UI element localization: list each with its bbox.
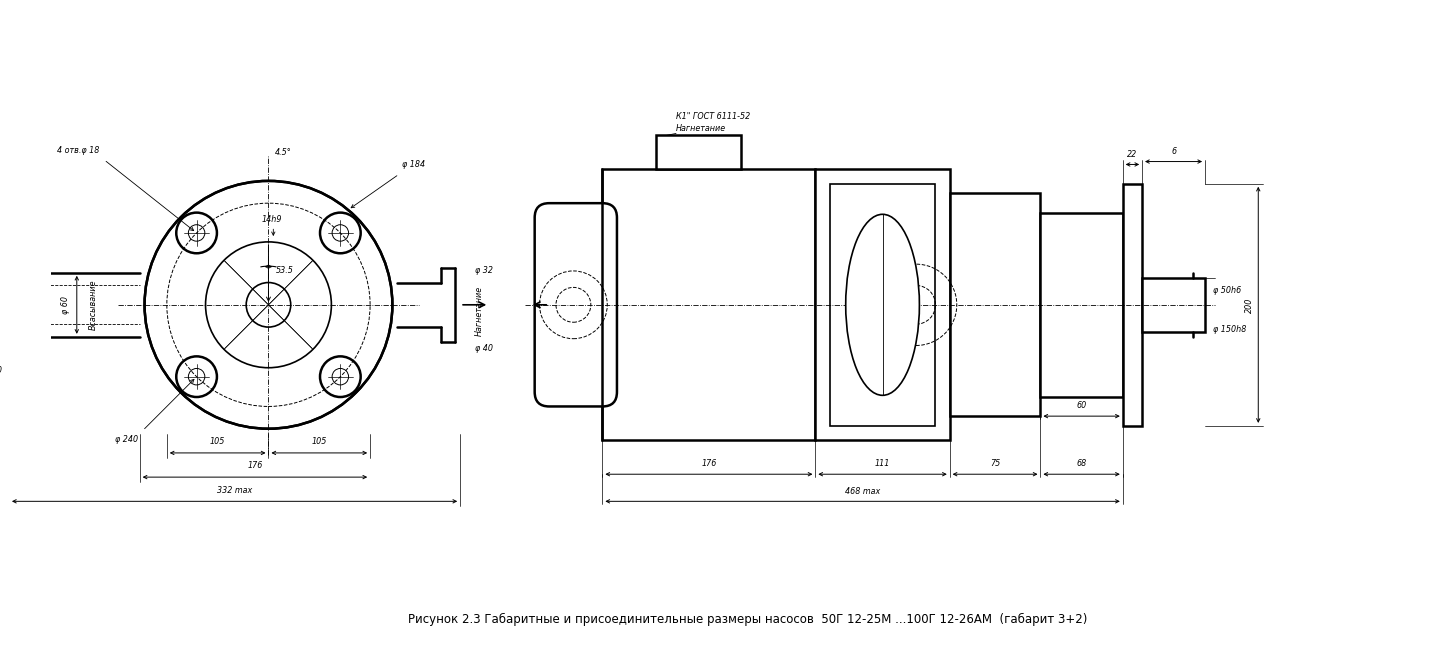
Text: 111: 111 — [875, 459, 891, 469]
Text: 105: 105 — [311, 437, 327, 446]
Bar — [816, 169, 950, 440]
Bar — [1041, 213, 1122, 397]
Text: 75: 75 — [991, 459, 1001, 469]
Text: φ 150h8: φ 150h8 — [1213, 324, 1246, 333]
Text: 105: 105 — [210, 437, 226, 446]
Text: φ 50h6: φ 50h6 — [1213, 286, 1241, 295]
Text: Всасывание: Всасывание — [88, 279, 98, 330]
Bar — [1142, 277, 1205, 332]
Text: φ 40: φ 40 — [474, 344, 493, 353]
Circle shape — [176, 357, 217, 397]
Text: φ 240: φ 240 — [114, 436, 137, 445]
Bar — [950, 194, 1041, 416]
Text: φ 184: φ 184 — [402, 160, 425, 169]
Ellipse shape — [846, 214, 920, 395]
Text: φ 32: φ 32 — [474, 266, 493, 275]
Text: 176: 176 — [701, 459, 717, 469]
Text: Рисунок 2.3 Габаритные и присоединительные размеры насосов  50Г 12-25М ...100Г 1: Рисунок 2.3 Габаритные и присоединительн… — [408, 613, 1087, 626]
Text: 68: 68 — [1076, 459, 1087, 469]
Bar — [603, 169, 816, 440]
Text: 60: 60 — [1076, 401, 1087, 411]
Text: φ 60: φ 60 — [61, 296, 69, 314]
Circle shape — [145, 181, 392, 429]
Bar — [1122, 184, 1142, 426]
Text: φ 70: φ 70 — [0, 366, 1, 375]
Text: К1" ГОСТ 6111-52: К1" ГОСТ 6111-52 — [675, 112, 750, 121]
Text: 14h9: 14h9 — [262, 215, 282, 225]
Text: 53.5: 53.5 — [276, 266, 294, 275]
Text: 468 max: 468 max — [844, 486, 881, 496]
Text: Нагнетание: Нагнетание — [675, 125, 726, 134]
Text: Нагнетание: Нагнетание — [474, 285, 483, 335]
Text: 6: 6 — [1171, 147, 1176, 156]
Bar — [830, 184, 936, 426]
Circle shape — [176, 213, 217, 253]
Circle shape — [320, 213, 360, 253]
Text: 200: 200 — [1245, 297, 1254, 312]
Circle shape — [320, 357, 360, 397]
Text: 22: 22 — [1128, 150, 1138, 159]
FancyBboxPatch shape — [535, 203, 617, 407]
Text: 4.5°: 4.5° — [275, 148, 291, 157]
Text: 332 max: 332 max — [217, 486, 252, 494]
Text: 4 отв.φ 18: 4 отв.φ 18 — [56, 146, 100, 155]
Text: 176: 176 — [247, 461, 263, 471]
Bar — [655, 135, 740, 169]
